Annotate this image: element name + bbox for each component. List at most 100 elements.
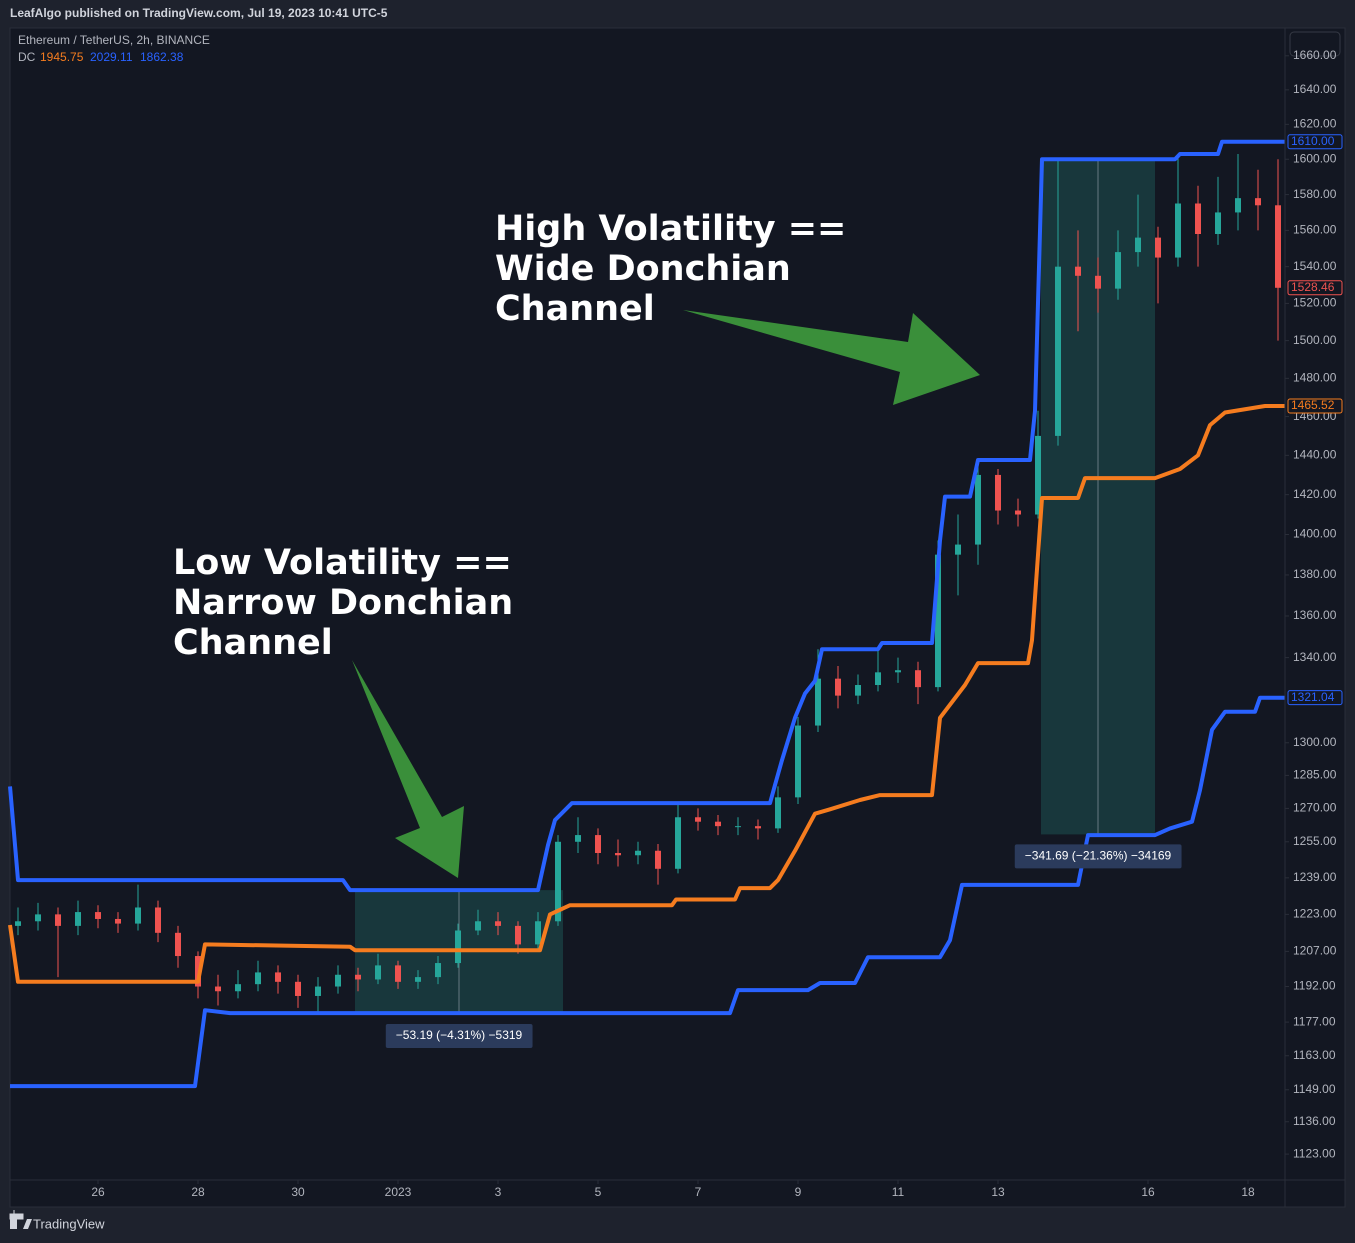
candle-body [155, 907, 161, 933]
price-label-box [1287, 280, 1343, 296]
y-tick-label: 1255.00 [1293, 834, 1337, 848]
candle-body [35, 914, 41, 922]
channel-line [8, 404, 1285, 984]
measure-label: −341.69 (−21.36%) −34169 [1025, 849, 1172, 863]
candle-body [1275, 205, 1281, 288]
brand: TradingView [33, 1216, 105, 1231]
published: LeafAlgo published on TradingView.com, J… [10, 6, 388, 20]
candle-body [235, 984, 241, 992]
candle-body [935, 554, 941, 688]
candle-body [615, 853, 621, 856]
candle-body [895, 670, 901, 673]
candle-body [655, 850, 661, 869]
x-tick-label: 13 [991, 1185, 1005, 1199]
annotation: High Volatility == [495, 209, 846, 249]
x-tick-label: 5 [595, 1185, 602, 1199]
candle-body [1095, 275, 1101, 289]
price-label: 1528.46 [1291, 280, 1335, 294]
y-tick-label: 1149.00 [1293, 1082, 1336, 1096]
candle-body [175, 932, 181, 957]
y-tick-label: 1380.00 [1293, 567, 1337, 581]
y-tick-label: 1580.00 [1293, 187, 1337, 201]
candle-body [1035, 435, 1041, 515]
plot: −53.19 (−4.31%) −5319 −341.69 (−21.36%) −… [8, 139, 1285, 1089]
candle-body [875, 672, 881, 686]
y-tick-label: 1500.00 [1293, 333, 1337, 347]
x-tick-label: 11 [892, 1185, 905, 1199]
y-tick-label: 1285.00 [1293, 768, 1337, 782]
measure-label-box [1014, 844, 1182, 869]
channel-line [10, 695, 1285, 1089]
candle-body [715, 821, 721, 827]
channel-line [8, 139, 1285, 893]
candle-body [295, 981, 301, 996]
x-tick-label: 26 [91, 1185, 105, 1199]
candle-body [635, 850, 641, 856]
candle-body [955, 544, 961, 555]
candle-body [695, 817, 701, 822]
annotation: Wide Donchian [495, 249, 791, 289]
y-tick-label: 1207.00 [1293, 944, 1337, 958]
price-label-box [1287, 690, 1343, 706]
price-label-box [1287, 134, 1343, 150]
y-tick-label: 1360.00 [1293, 608, 1337, 622]
x-tick-label: 2023 [385, 1185, 412, 1199]
candle-body [735, 826, 741, 828]
y-tick-label: 1620.00 [1293, 117, 1337, 131]
candle-body [215, 986, 221, 992]
y-tick-label: 1400.00 [1293, 527, 1337, 541]
candle-body [15, 921, 21, 926]
price-label-box [1287, 398, 1343, 414]
y-tick-label: 1136.00 [1293, 1114, 1336, 1128]
x-tick-label: 28 [191, 1185, 205, 1199]
y-tick-label: 1340.00 [1293, 650, 1337, 664]
candle-body [1055, 266, 1061, 436]
y-tick-label: 1123.00 [1293, 1146, 1336, 1160]
measure-label: −53.19 (−4.31%) −5319 [396, 1028, 523, 1042]
scale-button[interactable] [1289, 31, 1341, 57]
candle-body [75, 912, 81, 926]
y-tick-label: 1223.00 [1293, 907, 1337, 921]
y-tick-label: 1270.00 [1293, 801, 1337, 815]
y-tick-label: 1640.00 [1293, 82, 1337, 96]
annotation: Low Volatility == [173, 543, 512, 583]
y-tick-label: 1660.00 [1293, 48, 1337, 62]
y-tick-label: 1520.00 [1293, 296, 1337, 310]
candle-body [755, 826, 761, 829]
y-tick-label: 1177.00 [1293, 1014, 1336, 1028]
logo [9, 1210, 24, 1220]
measure-label-box [385, 1023, 533, 1048]
candle-body [1135, 237, 1141, 253]
y-tick-label: 1540.00 [1293, 259, 1337, 273]
annotation: Channel [495, 289, 655, 329]
y-tick-label: 1192.00 [1293, 979, 1336, 993]
indicator-value: 1862.38 [140, 50, 184, 64]
candle-body [135, 907, 141, 924]
candle-body [1215, 212, 1221, 235]
candle-body [475, 921, 481, 931]
logo [23, 1219, 32, 1229]
x-tick-label: 3 [495, 1185, 502, 1199]
chart-area [9, 27, 1346, 1208]
candle-body [595, 835, 601, 854]
y-tick-label: 1420.00 [1293, 487, 1337, 501]
candle-body [1115, 252, 1121, 289]
candle-body [555, 841, 561, 922]
candle-body [1175, 203, 1181, 258]
arrow [352, 660, 464, 878]
candle-body [315, 986, 321, 996]
candle-body [855, 685, 861, 696]
arrow [683, 310, 980, 405]
y-tick-label: 1163.00 [1293, 1048, 1336, 1062]
candle-body [1155, 237, 1161, 258]
candle-body [995, 474, 1001, 511]
candle-body [1195, 203, 1201, 235]
price-label: 1321.04 [1291, 690, 1335, 704]
candle-body [1075, 266, 1081, 276]
indicator-value: 2029.11 [90, 50, 133, 64]
y-tick-label: 1600.00 [1293, 151, 1337, 165]
candle-body [335, 974, 341, 987]
candle-body [535, 921, 541, 945]
